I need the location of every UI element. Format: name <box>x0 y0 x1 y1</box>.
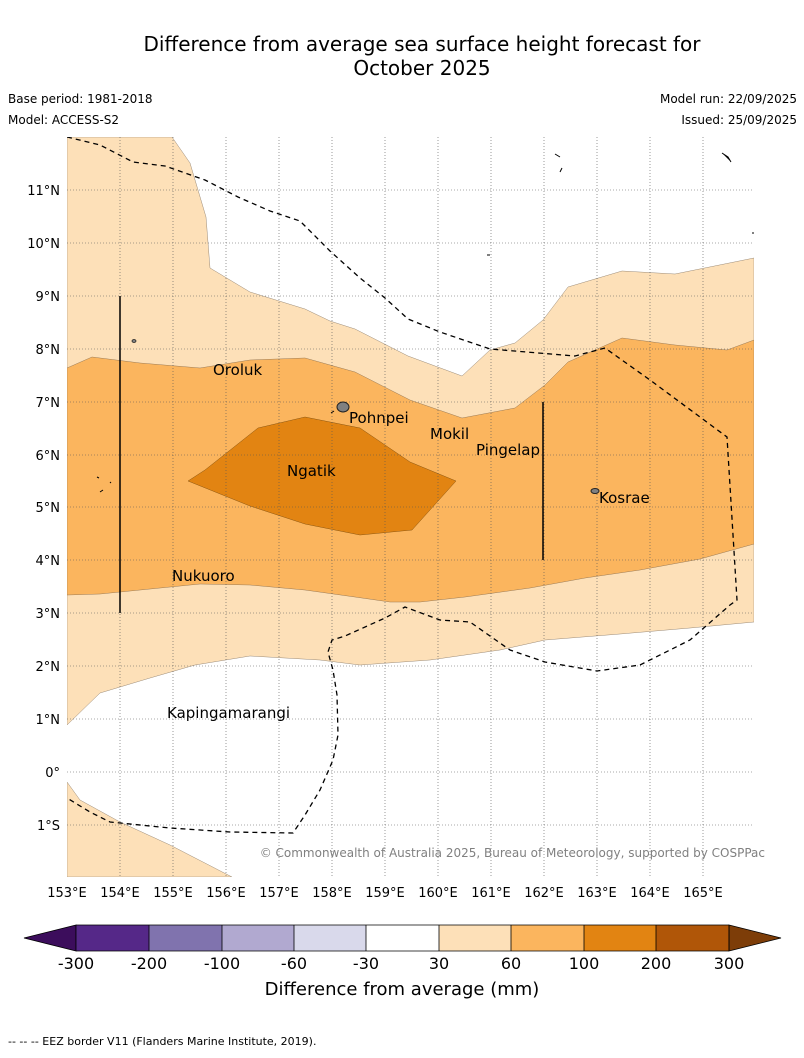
lon-label: 156°E <box>206 886 246 901</box>
place-label-pingelap: Pingelap <box>476 441 540 459</box>
colorbar-tick-label: -100 <box>204 954 240 973</box>
islands <box>96 152 754 494</box>
colorbar-tick-label: -60 <box>281 954 307 973</box>
model-label: Model: ACCESS-S2 <box>8 113 120 127</box>
lon-label: 155°E <box>153 886 193 901</box>
lon-label: 165°E <box>683 886 723 901</box>
colorbar-segment <box>584 925 656 951</box>
lat-label: 5°N <box>36 501 61 516</box>
colorbar-segment <box>366 925 439 951</box>
lat-label: 9°N <box>36 290 61 305</box>
lon-label: 161°E <box>471 886 511 901</box>
model-run-label: Model run: 22/09/2025 <box>659 92 797 106</box>
lat-label: 8°N <box>36 343 61 358</box>
lon-label: 157°E <box>259 886 299 901</box>
colorbar-tick-label: 60 <box>501 954 521 973</box>
lon-label: 164°E <box>630 886 670 901</box>
atoll-island <box>131 339 137 343</box>
map-title-line1: Difference from average sea surface heig… <box>143 32 701 56</box>
lon-label: 153°E <box>47 886 87 901</box>
lat-label: 11°N <box>27 184 60 199</box>
latitude-labels: 11°N 10°N 9°N 8°N 7°N 6°N 5°N 4°N 3°N 2°… <box>27 184 60 834</box>
place-label-kosrae: Kosrae <box>599 489 650 507</box>
colorbar-tick-label: 200 <box>641 954 672 973</box>
issued-label: Issued: 25/09/2025 <box>681 113 797 127</box>
copyright-notice: © Commonwealth of Australia 2025, Bureau… <box>260 846 765 860</box>
lat-label: 4°N <box>36 554 61 569</box>
colorbar-tick-label: 100 <box>569 954 600 973</box>
colorbar-dividers <box>75 924 730 952</box>
lat-label: 10°N <box>27 237 60 252</box>
colorbar-ticks: -300 -200 -100 -60 -30 30 60 100 200 300 <box>58 954 744 973</box>
longitude-labels: 153°E 154°E 155°E 156°E 157°E 158°E 159°… <box>47 886 723 901</box>
colorbar-segment <box>656 925 729 951</box>
colorbar-under-arrow <box>23 924 77 952</box>
map-title-line2: October 2025 <box>353 56 491 80</box>
colorbar-segment <box>222 925 294 951</box>
lon-label: 160°E <box>418 886 458 901</box>
place-label-mokil: Mokil <box>430 425 469 443</box>
colorbar-tick-label: -30 <box>353 954 379 973</box>
lon-label: 154°E <box>100 886 140 901</box>
map-layers <box>67 137 754 877</box>
colorbar-segment <box>76 925 149 951</box>
lon-label: 159°E <box>365 886 405 901</box>
place-label-pohnpei: Pohnpei <box>349 409 409 427</box>
lat-label: 6°N <box>36 449 61 464</box>
lat-label: 7°N <box>36 396 61 411</box>
colorbar-tick-label: -200 <box>131 954 167 973</box>
place-labels: Oroluk Pohnpei Mokil Pingelap Ngatik Kos… <box>167 361 650 722</box>
place-label-oroluk: Oroluk <box>213 361 262 379</box>
pohnpei-island <box>336 401 350 413</box>
colorbar-segment <box>511 925 584 951</box>
lon-label: 162°E <box>524 886 564 901</box>
lon-label: 163°E <box>577 886 617 901</box>
lon-label: 158°E <box>312 886 352 901</box>
colorbar-tick-label: -300 <box>58 954 94 973</box>
anomaly-region-100-200 <box>187 416 457 536</box>
lat-label: 0° <box>45 766 60 781</box>
colorbar-label: Difference from average (mm) <box>265 979 540 1000</box>
lat-label: 1°S <box>37 819 60 834</box>
colorbar-segment <box>149 925 222 951</box>
colorbar-tick-label: 300 <box>714 954 745 973</box>
colorbar-over-arrow <box>728 924 782 952</box>
atoll-island <box>554 153 563 173</box>
atoll-island <box>721 152 732 163</box>
place-label-nukuoro: Nukuoro <box>172 567 235 585</box>
lat-label: 2°N <box>36 660 61 675</box>
colorbar-segment <box>294 925 366 951</box>
colorbar: -300 -200 -100 -60 -30 30 60 100 200 300… <box>23 924 782 1000</box>
base-period-label: Base period: 1981-2018 <box>8 92 153 106</box>
lat-label: 1°N <box>36 713 61 728</box>
lat-label: 3°N <box>36 607 61 622</box>
eez-footnote: -- -- -- EEZ border V11 (Flanders Marine… <box>8 1035 317 1048</box>
anomaly-region-30-60-south <box>67 781 233 877</box>
place-label-ngatik: Ngatik <box>287 462 336 480</box>
atoll-island <box>96 476 112 493</box>
eez-border <box>67 137 738 834</box>
kosrae-island <box>590 488 600 494</box>
eez-border-north <box>67 137 738 834</box>
colorbar-segment <box>439 925 511 951</box>
atoll-island <box>330 410 335 414</box>
map-title: Difference from average sea surface heig… <box>0 32 804 80</box>
colorbar-tick-label: 30 <box>429 954 449 973</box>
place-label-kapingamarangi: Kapingamarangi <box>167 704 290 722</box>
